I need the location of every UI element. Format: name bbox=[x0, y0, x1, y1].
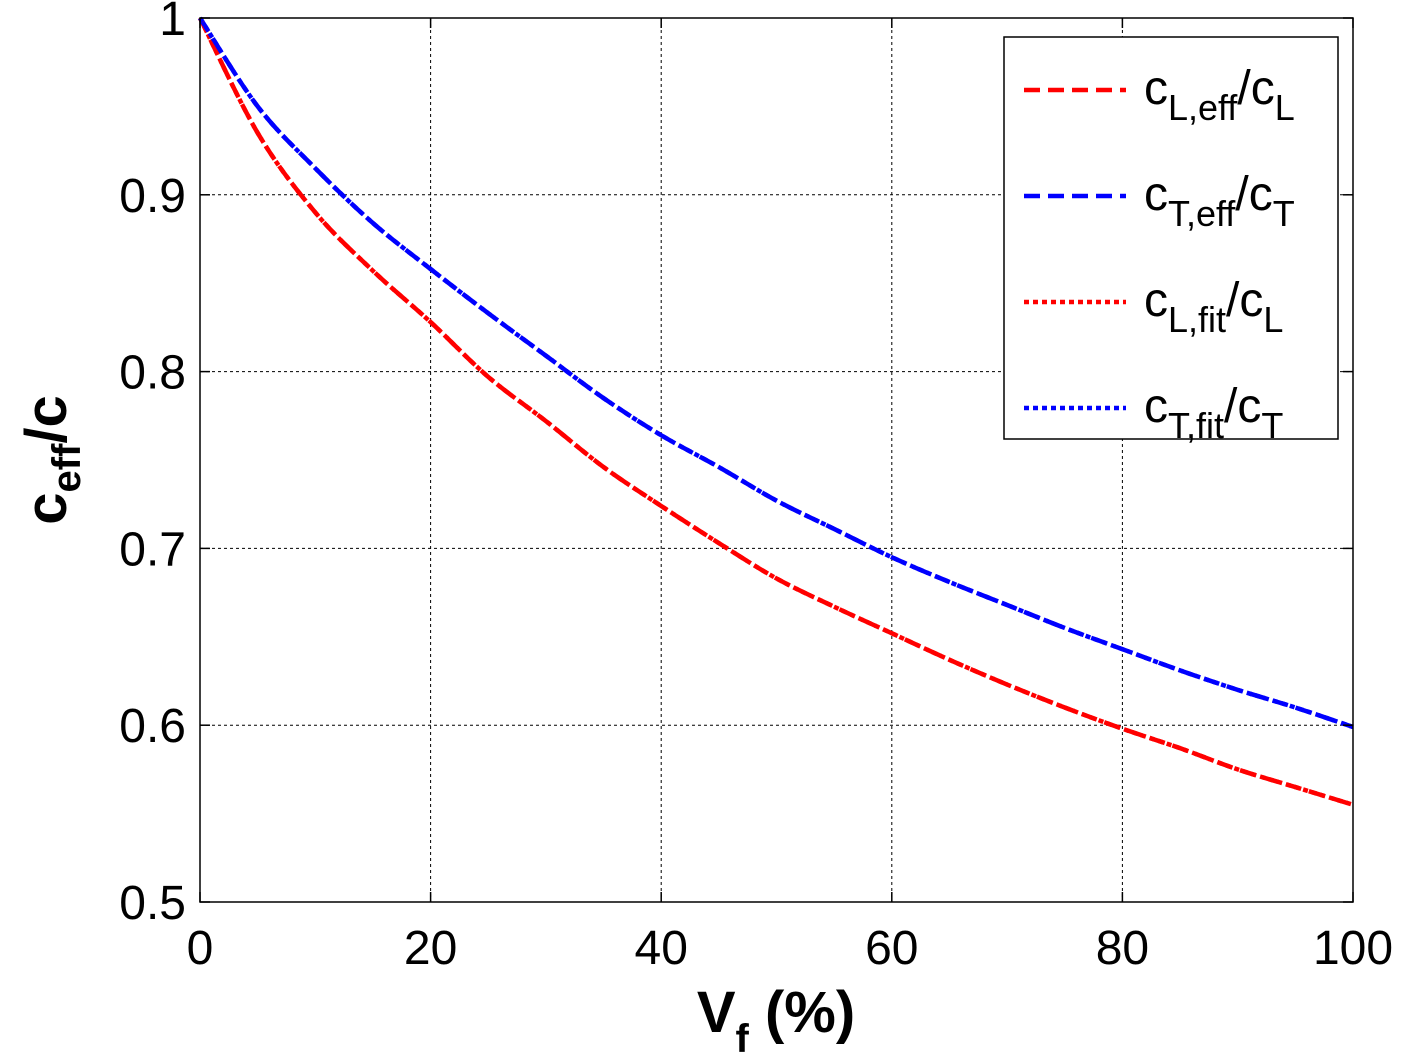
axis-ticks bbox=[199, 17, 1354, 903]
series-line-4 bbox=[198, 16, 1354, 730]
legend-label-main: c bbox=[1144, 274, 1168, 327]
y-tick-label: 0.9 bbox=[119, 170, 186, 223]
y-tick-label: 1 bbox=[159, 0, 186, 46]
y-tick-label: 0.6 bbox=[119, 700, 186, 753]
y-axis-label-sub: eff bbox=[45, 443, 89, 493]
x-axis-label-sub: f bbox=[736, 1017, 750, 1061]
y-tick-label: 0.7 bbox=[119, 523, 186, 576]
legend-label-sub2: T bbox=[1261, 405, 1283, 446]
x-tick-label: 0 bbox=[187, 922, 214, 975]
x-tick-label: 100 bbox=[1313, 922, 1393, 975]
legend-label-main: c bbox=[1144, 380, 1168, 433]
legend-label: cL,eff/cL bbox=[1144, 62, 1295, 128]
tick-labels: 0 20 40 60 80 100 0.5 0.6 0.7 0.8 0.9 1 bbox=[119, 0, 1393, 975]
legend-box bbox=[1003, 36, 1339, 440]
legend-label-sub2: L bbox=[1263, 299, 1283, 340]
legend-label-main: c bbox=[1144, 168, 1168, 221]
legend-label-mid: /c bbox=[1237, 62, 1274, 115]
y-axis-label-main: c bbox=[14, 493, 79, 525]
series-line-3 bbox=[197, 16, 1354, 807]
x-tick-label: 40 bbox=[635, 922, 688, 975]
y-axis-label: ceff/c bbox=[14, 395, 89, 525]
x-axis-label-rest: (%) bbox=[749, 980, 855, 1045]
legend-label: cT,fit/cT bbox=[1144, 380, 1283, 446]
x-tick-label: 20 bbox=[404, 922, 457, 975]
legend-label-mid: /c bbox=[1224, 380, 1261, 433]
legend-label-mid: /c bbox=[1235, 168, 1272, 221]
x-axis-label-main: V bbox=[697, 980, 736, 1045]
legend-label: cL,fit/cL bbox=[1144, 274, 1283, 340]
x-tick-label: 60 bbox=[865, 922, 918, 975]
y-tick-label: 0.8 bbox=[119, 347, 186, 400]
x-tick-label: 80 bbox=[1096, 922, 1149, 975]
legend-label-sub: T,eff bbox=[1168, 193, 1236, 234]
series-layer bbox=[197, 16, 1354, 807]
plot-frame bbox=[199, 17, 1354, 903]
legend-label-sub: L,fit bbox=[1168, 299, 1226, 340]
x-axis-label: Vf (%) bbox=[697, 980, 855, 1061]
legend-label: cT,eff/cT bbox=[1144, 168, 1295, 234]
legend-label-sub2: T bbox=[1273, 193, 1295, 234]
y-axis-label-rest: /c bbox=[14, 395, 79, 443]
legend-label-mid: /c bbox=[1226, 274, 1263, 327]
legend-label-sub: L,eff bbox=[1168, 87, 1238, 128]
y-tick-label: 0.5 bbox=[119, 877, 186, 930]
legend-label-sub: T,fit bbox=[1168, 405, 1224, 446]
legend-label-main: c bbox=[1144, 62, 1168, 115]
legend-label-sub2: L bbox=[1275, 87, 1295, 128]
